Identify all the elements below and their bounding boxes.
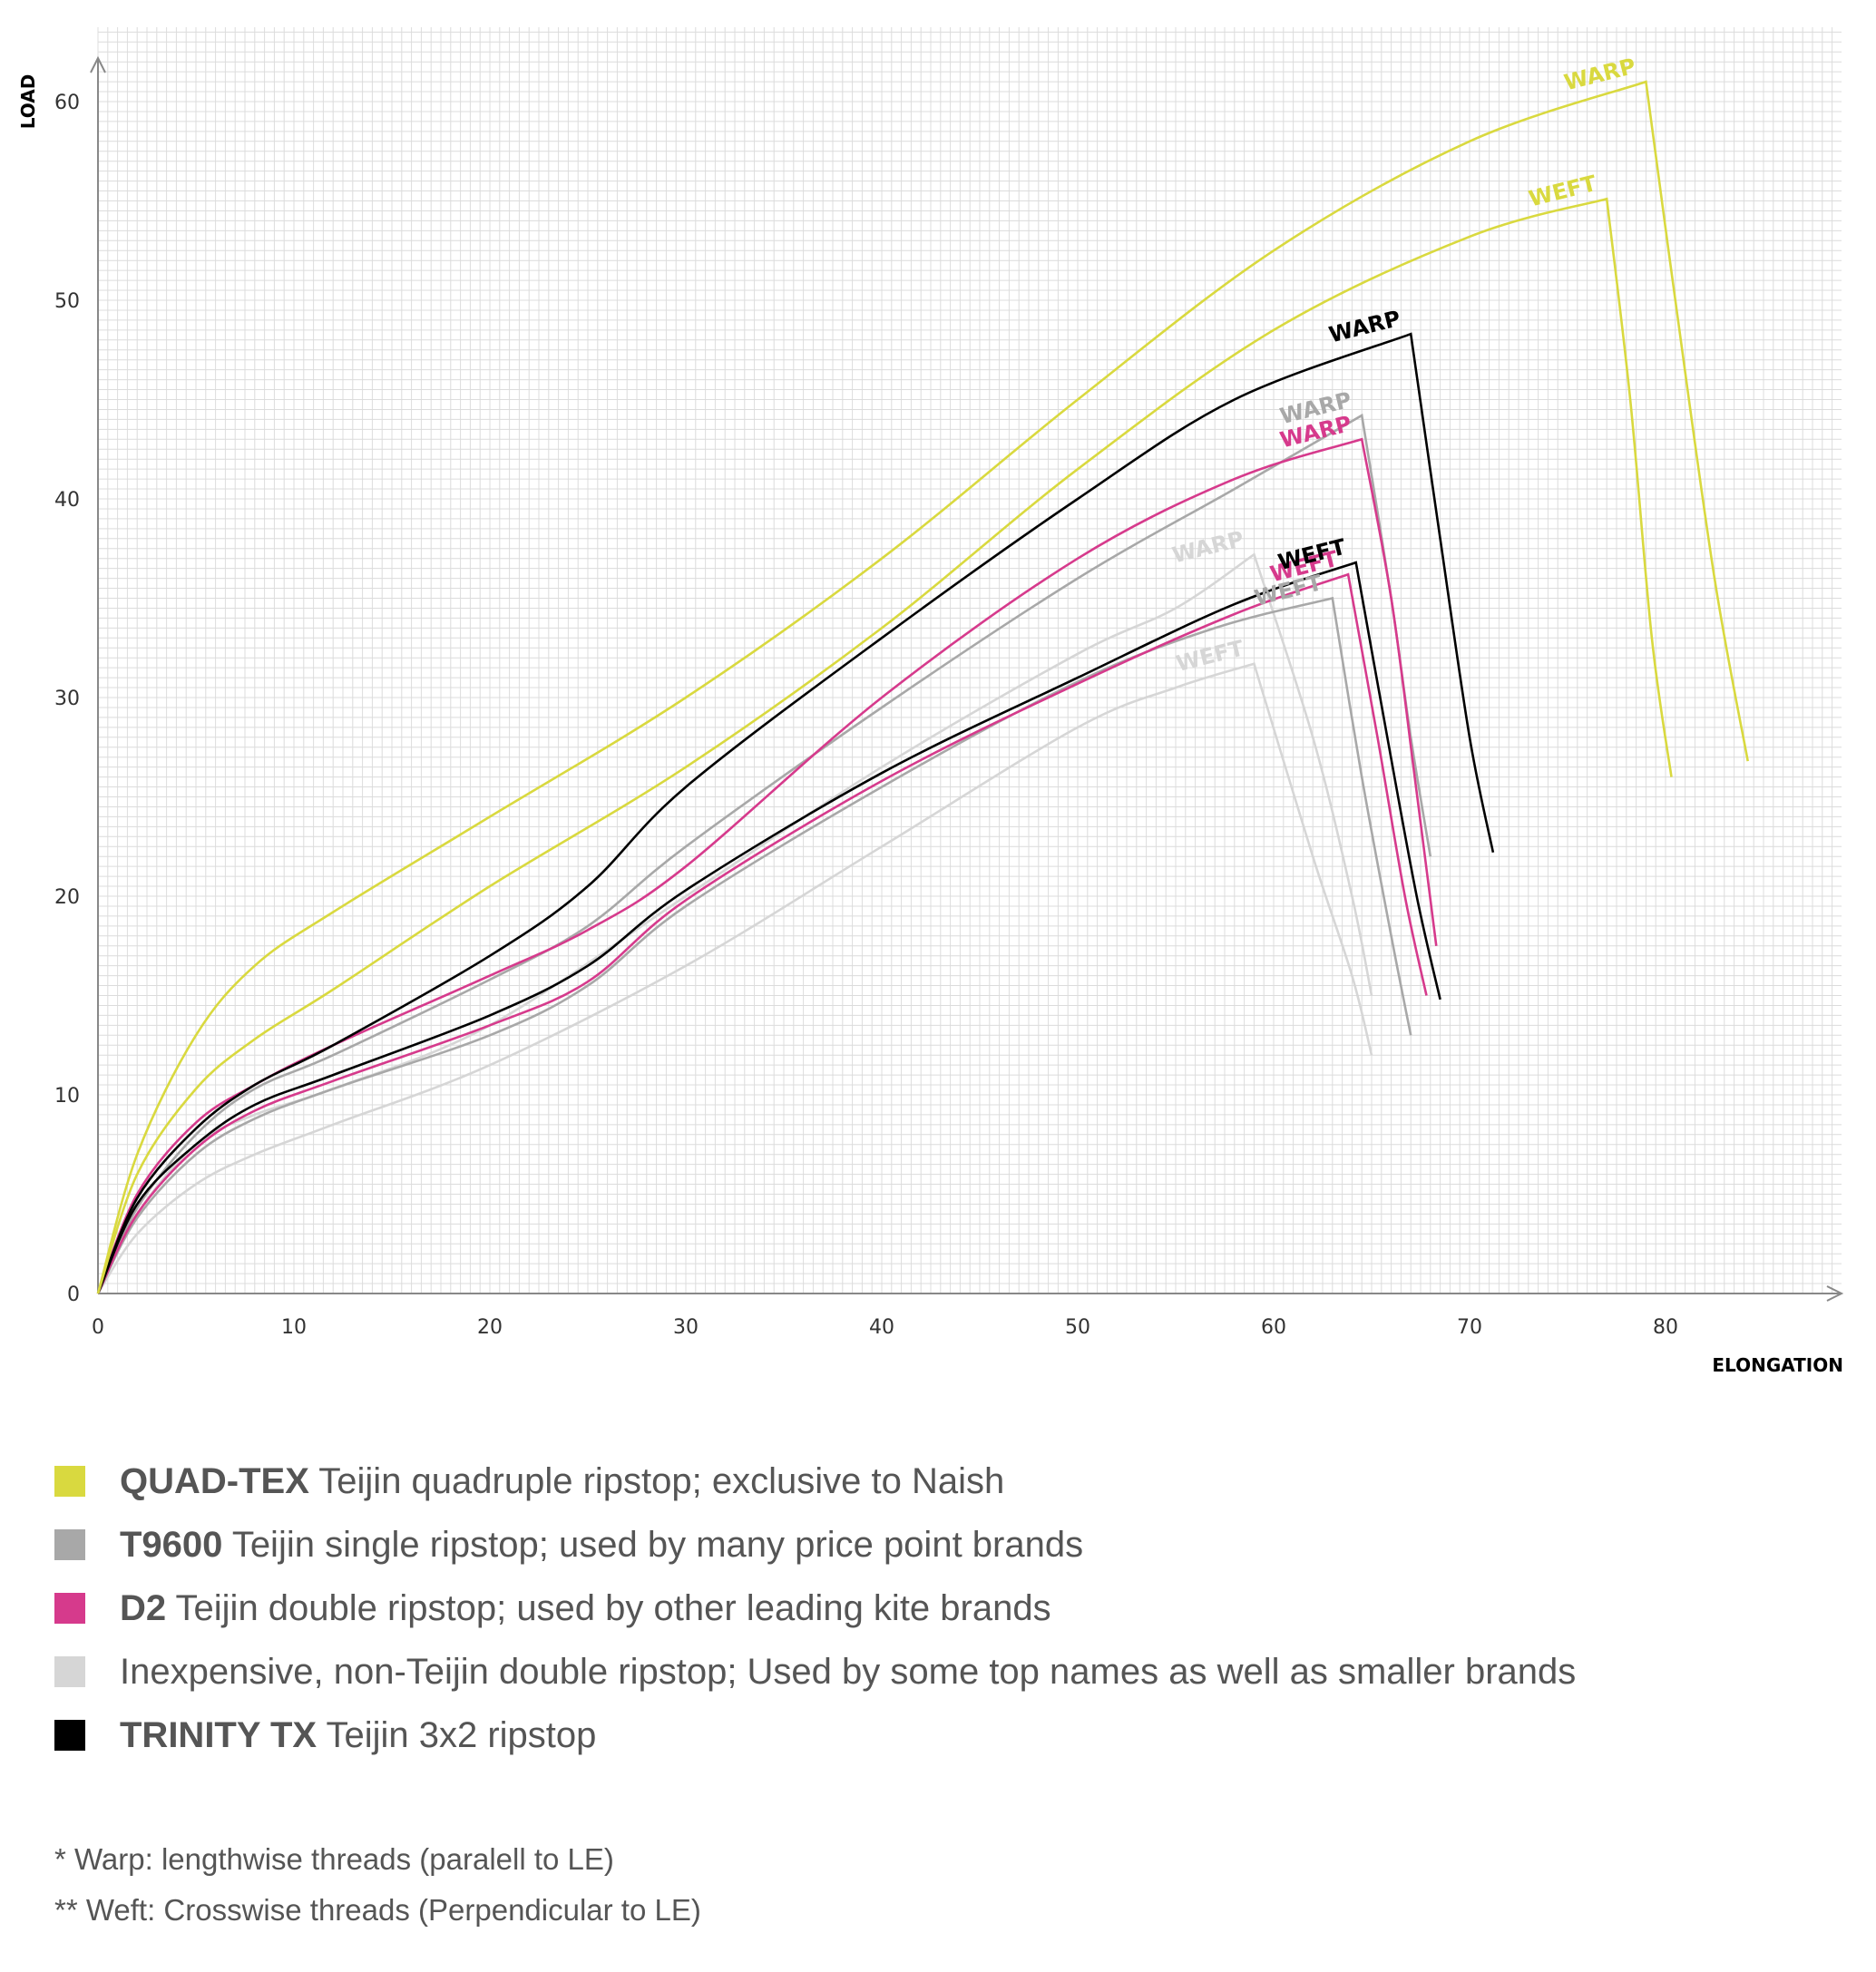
y-tick-label: 50 <box>54 290 80 313</box>
legend-item-quadtex: QUAD-TEX Teijin quadruple ripstop; exclu… <box>54 1450 1576 1513</box>
x-tick-label: 50 <box>1065 1316 1090 1339</box>
curve-label-light-weft: WEFT <box>1174 635 1247 677</box>
legend-item-d2: D2 Teijin double ripstop; used by other … <box>54 1577 1576 1640</box>
y-tick-label: 20 <box>54 886 80 909</box>
footnote-weft: ** Weft: Crosswise threads (Perpendicula… <box>54 1893 701 1927</box>
legend-description: Teijin quadruple ripstop; exclusive to N… <box>308 1460 1005 1501</box>
grid <box>97 27 1842 1294</box>
legend-name: TRINITY TX <box>120 1714 318 1755</box>
series-line-trinity-warp <box>96 332 1495 1294</box>
legend-text: T9600 Teijin single ripstop; used by man… <box>120 1525 1083 1566</box>
y-tick-label: 0 <box>67 1284 80 1306</box>
legend-text: Inexpensive, non-Teijin double ripstop; … <box>120 1652 1576 1693</box>
x-tick-label: 30 <box>673 1316 699 1339</box>
y-axis-arrow <box>90 55 106 73</box>
legend-item-inexpensive: Inexpensive, non-Teijin double ripstop; … <box>54 1640 1576 1704</box>
x-tick-label: 80 <box>1653 1316 1678 1339</box>
chart: 0 10 20 30 40 50 60 70 80 0 10 20 30 40 50 60 LOAD ELON… <box>17 27 1844 1376</box>
legend-swatch <box>54 1529 85 1560</box>
x-tick-label: 20 <box>477 1316 503 1339</box>
series-line-quadtex-weft <box>96 197 1673 1294</box>
series-line-quadtex-warp <box>96 80 1749 1294</box>
axes <box>90 55 1844 1302</box>
legend-item-trinity: TRINITY TX Teijin 3x2 ripstop <box>54 1704 1576 1767</box>
y-tick-label: 10 <box>54 1085 80 1108</box>
series <box>96 80 1749 1294</box>
x-axis-arrow <box>1826 1285 1844 1302</box>
legend-description: Inexpensive, non-Teijin double ripstop; … <box>120 1651 1577 1692</box>
x-tick-label: 40 <box>869 1316 894 1339</box>
legend-swatch <box>54 1466 85 1497</box>
y-tick-label: 30 <box>54 688 80 710</box>
series-line-t9600-weft <box>96 596 1412 1294</box>
legend-description: Teijin double ripstop; used by other lea… <box>166 1587 1051 1628</box>
legend-name: T9600 <box>120 1524 223 1565</box>
legend-text: TRINITY TX Teijin 3x2 ripstop <box>120 1715 596 1756</box>
legend-swatch <box>54 1720 85 1751</box>
legend-text: QUAD-TEX Teijin quadruple ripstop; exclu… <box>120 1461 1004 1502</box>
legend-swatch <box>54 1656 85 1687</box>
legend-name: D2 <box>120 1587 167 1628</box>
legend: QUAD-TEX Teijin quadruple ripstop; exclu… <box>54 1450 1576 1767</box>
x-tick-label: 0 <box>92 1316 104 1339</box>
y-axis-title: LOAD <box>17 74 39 130</box>
x-tick-label: 70 <box>1457 1316 1482 1339</box>
y-tick-label: 60 <box>54 92 80 114</box>
legend-text: D2 Teijin double ripstop; used by other … <box>120 1588 1051 1629</box>
series-line-trinity-weft <box>96 561 1441 1294</box>
y-tick-label: 40 <box>54 489 80 512</box>
legend-swatch <box>54 1593 85 1624</box>
legend-name: QUAD-TEX <box>120 1460 309 1501</box>
footnotes: * Warp: lengthwise threads (paralell to … <box>54 1834 701 1936</box>
x-tick-label: 60 <box>1261 1316 1286 1339</box>
curve-label-quadtex-weft: WEFT <box>1526 171 1599 212</box>
legend-description: Teijin 3x2 ripstop <box>317 1714 597 1755</box>
series-line-d2-weft <box>96 572 1428 1294</box>
legend-item-t9600: T9600 Teijin single ripstop; used by man… <box>54 1513 1576 1577</box>
series-line-light-weft <box>96 662 1373 1294</box>
x-axis-title: ELONGATION <box>1712 1354 1843 1376</box>
footnote-warp: * Warp: lengthwise threads (paralell to … <box>54 1842 614 1876</box>
x-tick-label: 10 <box>281 1316 307 1339</box>
tick-labels: 0 10 20 30 40 50 60 70 80 0 10 20 30 40 50 60 <box>54 92 1678 1339</box>
legend-description: Teijin single ripstop; used by many pric… <box>222 1524 1084 1565</box>
